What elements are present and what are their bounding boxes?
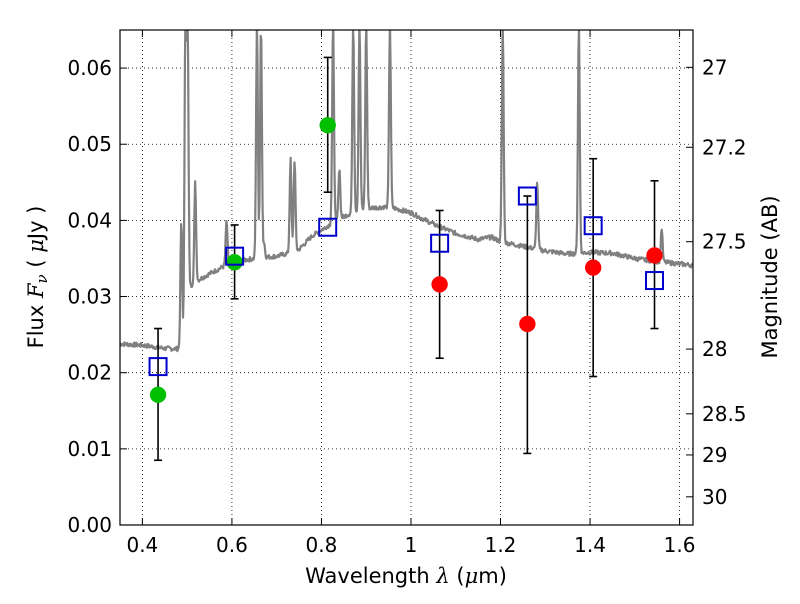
y2-tick-label: 30 bbox=[702, 485, 727, 509]
x-tick-label: 0.8 bbox=[306, 533, 338, 557]
y-tick-label: 0.00 bbox=[67, 513, 112, 537]
data-markers bbox=[148, 116, 665, 404]
y2-tick-label: 27 bbox=[702, 55, 727, 79]
y-tick-label: 0.05 bbox=[67, 132, 112, 156]
observed-point bbox=[519, 315, 536, 333]
y2-tick-label: 29 bbox=[702, 443, 727, 467]
plot-area bbox=[120, 30, 693, 525]
x-tick-label: 1.2 bbox=[485, 533, 517, 557]
x-tick-label: 0.6 bbox=[216, 533, 248, 557]
grid-lines bbox=[120, 30, 693, 525]
x-tick-label: 0.4 bbox=[126, 533, 158, 557]
model-square bbox=[583, 216, 603, 236]
observed-point bbox=[584, 259, 602, 276]
model-square bbox=[148, 357, 168, 377]
y-tick-label: 0.01 bbox=[67, 437, 112, 461]
observed-point bbox=[431, 276, 448, 293]
model-square bbox=[645, 271, 665, 291]
y-tick-label: 0.04 bbox=[67, 208, 112, 232]
model-square bbox=[318, 217, 338, 237]
x-axis-label: Wavelength λ (μm) bbox=[305, 564, 507, 588]
y2-tick-label: 28 bbox=[702, 337, 727, 361]
observed-point bbox=[149, 386, 167, 404]
model-square bbox=[517, 186, 537, 206]
x-tick-label: 1 bbox=[405, 533, 418, 557]
y-tick-label: 0.03 bbox=[67, 285, 112, 309]
axis-ticks: 0.4 0.6 0.8 1 1.2 1.4 1.6 0.00 0.01 0.02 0.03 0.04 0… bbox=[67, 30, 747, 557]
plot-frame bbox=[119, 29, 694, 526]
observed-point bbox=[319, 116, 336, 134]
y2-tick-label: 27.2 bbox=[702, 135, 747, 159]
observed-point bbox=[646, 247, 663, 264]
model-square bbox=[430, 233, 450, 253]
y-axis-label: Flux Fν ( μJy ) bbox=[24, 206, 51, 349]
model-square bbox=[225, 246, 245, 266]
x-tick-label: 1.4 bbox=[574, 533, 606, 557]
y2-tick-label: 28.5 bbox=[702, 402, 747, 426]
y-tick-label: 0.06 bbox=[67, 56, 112, 80]
y2-tick-label: 27.5 bbox=[702, 230, 747, 254]
y2-axis-label: Magnitude (AB) bbox=[758, 195, 782, 358]
model-spectrum-group bbox=[120, 30, 693, 353]
model-spectrum-line bbox=[120, 30, 693, 353]
x-tick-label: 1.6 bbox=[664, 533, 696, 557]
observed-point bbox=[226, 254, 243, 271]
y-tick-label: 0.02 bbox=[67, 361, 112, 385]
